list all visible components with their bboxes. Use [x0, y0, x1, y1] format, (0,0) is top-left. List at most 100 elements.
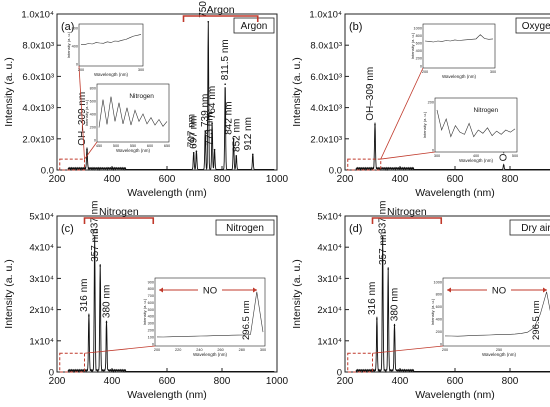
peak-point [214, 149, 216, 151]
y-tick-label: 4x10⁴ [29, 243, 54, 254]
inset-y-tick: 200 [90, 125, 96, 129]
chart-panel-4: 200400600800100001x10⁴2x10⁴3x10⁴4x10⁴5x1… [291, 200, 550, 401]
panel-label: (d) [349, 223, 362, 235]
peak-label: 316 nm [79, 278, 90, 311]
inset-y-tick: 400 [72, 44, 78, 48]
y-tick-label: 2x10⁴ [317, 305, 342, 316]
inset-x-label: Wavelength (nm) [116, 148, 151, 153]
inset-y-label: Intensity (a. u.) [422, 111, 427, 138]
panel-label: (b) [349, 21, 362, 33]
inset-x-tick: 300 [434, 154, 440, 158]
peak-point [99, 265, 101, 267]
peak-point [387, 268, 389, 270]
peak-point [207, 21, 209, 23]
inset-y-tick: 0 [420, 64, 422, 68]
y-tick-label: 6.0x10³ [22, 72, 54, 83]
y-tick-label: 8.0x10³ [22, 41, 54, 52]
bracket-label: Argon [207, 4, 235, 16]
peak-label: 380 nm [390, 288, 401, 321]
inset-y-tick: 300 [148, 322, 154, 326]
x-tick-label: 600 [447, 174, 464, 185]
inset-x-tick: 300 [260, 348, 266, 352]
chart-panel-2: 20040060080010000.02.0x10³4.0x10³6.0x10³… [291, 10, 550, 200]
bracket-label: Nitrogen [387, 206, 427, 218]
inset-y-tick: 100 [148, 335, 154, 339]
inset-title: Nitrogen [129, 93, 154, 100]
inset-x-label: Wavelength (nm) [442, 74, 477, 79]
peak-point [88, 315, 90, 317]
peak-label: OH–309 nm [365, 67, 376, 121]
inset-connector [381, 152, 435, 159]
peak-point [224, 83, 226, 85]
x-axis-label: Wavelength (nm) [415, 187, 495, 199]
gas-label: Nitrogen [226, 223, 264, 234]
gas-label: Oxygen [522, 21, 550, 32]
inset-y-tick: 800 [436, 293, 442, 297]
peak-point [236, 155, 238, 157]
inset-x-label: Wavelength (nm) [482, 352, 517, 357]
y-tick-label: 1.0x10⁴ [21, 10, 54, 21]
peak-point [503, 165, 505, 167]
inset-x-tick: 200 [442, 348, 448, 352]
inset-y-tick: 400 [90, 112, 96, 116]
x-tick-label: 400 [392, 174, 409, 185]
y-tick-label: 0 [49, 368, 54, 379]
inset-y-tick: 1000 [434, 280, 442, 284]
gas-label: Argon [241, 21, 268, 32]
inset-x-tick: 450 [96, 144, 102, 148]
y-tick-label: 3x10⁴ [29, 274, 54, 285]
peak-point [193, 152, 195, 154]
inset-frame [79, 24, 143, 66]
inset-y-label: Intensity (a. u.) [142, 298, 147, 325]
inset-connector [381, 68, 423, 159]
inset-frame [423, 24, 495, 68]
y-tick-label: 2.0x10³ [22, 134, 54, 145]
x-tick-label: 400 [104, 174, 121, 185]
inset-peak-label: 296.5 nm [531, 300, 542, 340]
inset-y-tick: 1000 [414, 26, 422, 30]
y-axis-label: Intensity (a. u.) [3, 57, 15, 126]
zoom-region-box [60, 353, 85, 372]
x-tick-label: 600 [159, 174, 176, 185]
x-tick-label: 800 [214, 376, 231, 387]
x-tick-label: 400 [392, 376, 409, 387]
inset-y-label: Intensity (a. u.) [84, 99, 89, 126]
y-tick-label: 6.0x10³ [310, 72, 342, 83]
y-tick-label: 2.0x10³ [310, 134, 342, 145]
inset-x-label: Wavelength (nm) [193, 352, 228, 357]
peak-label: 773 nm [205, 112, 216, 145]
peak-point [394, 324, 396, 326]
x-tick-label: 400 [104, 376, 121, 387]
inset-y-tick: 0 [94, 138, 96, 142]
inset-y-tick: 800 [72, 26, 78, 30]
peak-label: 316 nm [367, 282, 378, 315]
peak-label: 707 nm [186, 114, 197, 147]
region-label: NO [203, 286, 217, 297]
peak-label: 852 nm [231, 119, 242, 152]
y-axis-label: Intensity (a. u.) [291, 259, 303, 328]
panel-label: (c) [61, 223, 74, 235]
inset-y-tick: 0 [76, 62, 78, 66]
y-tick-label: 8.0x10³ [310, 41, 342, 52]
y-tick-label: 1.0x10⁴ [309, 10, 342, 21]
inset-x-tick: 650 [164, 144, 170, 148]
inset-x-tick: 200 [422, 70, 428, 74]
peak-point [252, 154, 254, 156]
bracket-label: Nitrogen [99, 206, 139, 218]
x-tick-label: 800 [502, 174, 519, 185]
y-tick-label: 5x10⁴ [29, 212, 54, 223]
inset-y-tick: 700 [148, 294, 154, 298]
inset-y-tick: 200 [436, 330, 442, 334]
y-tick-label: 0.0 [329, 166, 342, 177]
inset-y-tick: 400 [148, 315, 154, 319]
inset-y-tick: 600 [436, 305, 442, 309]
inset-x-tick: 500 [512, 154, 518, 158]
inset-y-tick: 600 [148, 301, 154, 305]
inset-peak-label: 296.5 nm [241, 300, 252, 340]
inset-x-tick: 220 [175, 348, 181, 352]
inset-y-label: Intensity (a. u.) [430, 298, 435, 325]
